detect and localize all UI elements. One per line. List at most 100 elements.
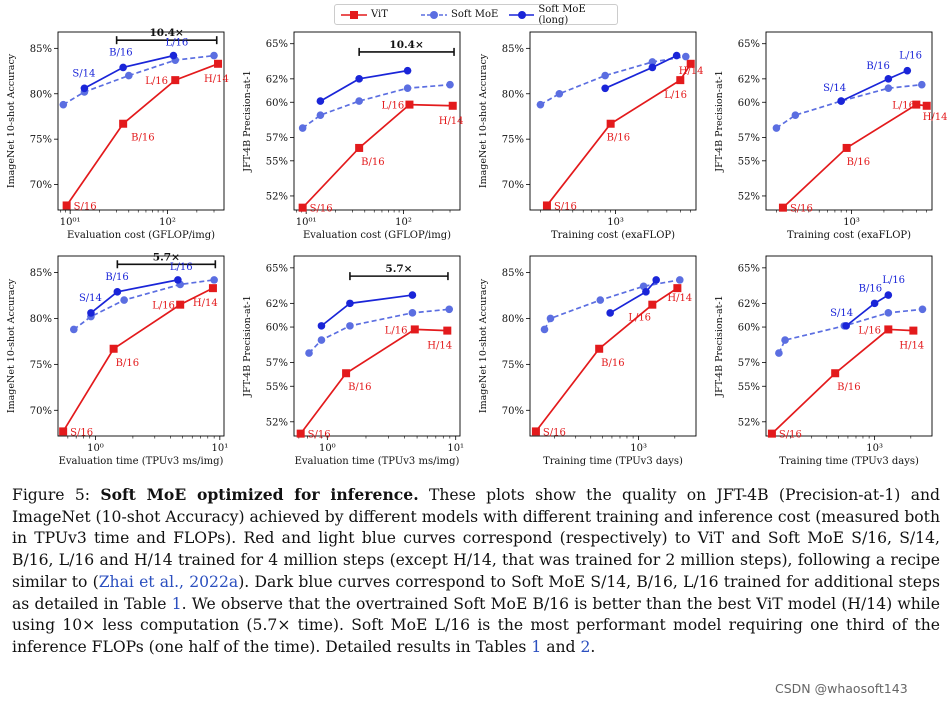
y-tick-label: 80%: [502, 89, 524, 100]
citation-link-zhai[interactable]: Zhai et al., 2022a: [98, 572, 239, 591]
series-line-vit: [65, 62, 219, 206]
point-soft-moe: [305, 349, 313, 357]
y-tick-label: 65%: [266, 263, 288, 274]
table-1-link[interactable]: 1: [171, 594, 182, 613]
data-label-vit: H/14: [193, 298, 218, 309]
bracket-label: 5.7×: [385, 263, 412, 275]
point-soft-moe: [596, 296, 605, 304]
point-soft-moe: [210, 276, 218, 284]
plot-frame: [529, 31, 697, 211]
point-soft-moe: [681, 52, 690, 61]
data-label-soft-moe-long: B/16: [866, 61, 889, 72]
data-label-vit: L/16: [858, 325, 881, 336]
chart-svg-4: 10³ 52% 55% 57% 60% 62% 65% Training cost (exaF…: [714, 31, 948, 241]
data-label-vit: B/16: [116, 358, 139, 369]
y-tick-label: 62%: [738, 74, 760, 85]
x-axis-label: Evaluation time (TPUv3 ms/img): [295, 456, 460, 467]
y-tick-label: 62%: [738, 299, 760, 310]
data-label-vit: S/16: [790, 204, 813, 215]
y-axis-label: JFT-4B Precision-at-1: [242, 295, 253, 397]
y-axis-label: JFT-4B Precision-at-1: [242, 70, 253, 172]
x-tick-label: 10⁰¹: [60, 217, 81, 228]
x-axis-label: Training cost (exaFLOP): [551, 230, 675, 241]
point-vit: [648, 300, 657, 309]
data-label-vit: H/14: [899, 341, 924, 352]
series-line-soft-moe: [543, 279, 680, 330]
series-line-vit: [771, 328, 914, 435]
plot-frame: [765, 255, 933, 437]
point-soft-moe: [555, 89, 564, 98]
plot-frame: [57, 255, 225, 437]
point-soft-moe-long: [316, 97, 325, 105]
point-vit: [767, 429, 776, 438]
x-tick-label: 10⁰: [87, 443, 104, 454]
data-label-soft-moe-long: L/16: [882, 275, 905, 286]
point-soft-moe: [675, 276, 684, 284]
figure-caption: Figure 5: Soft MoE optimized for inferen…: [12, 484, 940, 659]
y-tick-label: 65%: [738, 39, 760, 50]
data-label-vit: H/14: [923, 112, 948, 123]
point-soft-moe: [918, 305, 927, 314]
point-vit: [59, 427, 68, 436]
caption-text-3: . We observe that the overtrained Soft M…: [12, 594, 940, 656]
point-soft-moe: [210, 51, 218, 60]
point-soft-moe: [403, 84, 412, 93]
y-tick-label: 70%: [30, 406, 52, 417]
chart-panel-7: 10³ 70% 75% 80% 85% Training time (TPUv3 days…: [472, 248, 708, 467]
legend-softmoe-long-swatch: [509, 10, 535, 19]
y-tick-label: 57%: [266, 358, 288, 369]
point-soft-moe-long: [642, 288, 650, 296]
chart-panel-2: 10⁰¹ 10² 52% 55% 57% 60% 62% 65% Evaluation cost…: [236, 24, 472, 241]
point-soft-moe-long: [884, 75, 893, 83]
series-line-soft-moe-long: [319, 69, 408, 102]
point-soft-moe: [120, 296, 128, 304]
chart-panel-6: 10⁰ 10¹ 52% 55% 57% 60% 62% 65% Evaluation time …: [236, 248, 472, 467]
point-soft-moe: [317, 336, 326, 344]
y-tick-label: 75%: [502, 135, 524, 146]
data-label-vit: S/16: [70, 427, 93, 438]
y-tick-label: 55%: [738, 382, 760, 393]
point-vit: [448, 101, 457, 110]
data-label-vit: B/16: [361, 157, 384, 168]
data-label-soft-moe-long: L/16: [165, 38, 188, 49]
y-tick-label: 65%: [738, 263, 760, 274]
point-soft-moe: [781, 336, 789, 344]
point-vit: [176, 300, 185, 309]
point-vit: [171, 76, 180, 85]
point-soft-moe: [648, 58, 657, 66]
data-label-vit: L/16: [381, 101, 404, 112]
data-label-vit: B/16: [837, 382, 860, 393]
point-vit: [778, 203, 787, 212]
x-axis-label: Evaluation time (TPUv3 ms/img): [59, 456, 224, 467]
point-soft-moe: [124, 71, 133, 80]
chart-panel-8: 10³ 52% 55% 57% 60% 62% 65% Training time (TPUv…: [708, 248, 944, 467]
point-soft-moe: [408, 309, 417, 317]
point-vit: [405, 100, 414, 109]
data-label-vit: H/14: [667, 293, 692, 304]
data-label-vit: L/16: [664, 90, 687, 101]
point-soft-moe-long: [355, 75, 363, 83]
point-soft-moe-long: [903, 66, 912, 75]
series-line-soft-moe-long: [840, 69, 908, 102]
chart-svg-6: 10⁰ 10¹ 52% 55% 57% 60% 62% 65% Evaluation time …: [242, 255, 464, 467]
point-soft-moe: [546, 314, 555, 323]
point-soft-moe-long: [403, 66, 412, 75]
y-axis-label: ImageNet 10-shot Accuracy: [6, 278, 17, 413]
y-tick-label: 62%: [266, 74, 288, 85]
point-soft-moe: [355, 97, 363, 105]
table-1-link-2[interactable]: 1: [531, 637, 542, 656]
plot-frame: [529, 255, 697, 437]
point-soft-moe: [70, 325, 78, 334]
point-soft-moe: [884, 84, 893, 93]
legend-softmoe-swatch: [421, 10, 447, 19]
data-label-vit: L/16: [628, 313, 651, 324]
point-soft-moe: [346, 322, 354, 330]
data-label-vit: H/14: [439, 116, 464, 127]
table-2-link[interactable]: 2: [580, 637, 591, 656]
point-soft-moe-long: [652, 276, 660, 284]
point-soft-moe-long: [601, 84, 609, 93]
chart-panel-4: 10³ 52% 55% 57% 60% 62% 65% Training cost (exaF…: [708, 24, 948, 241]
point-vit: [676, 76, 685, 85]
caption-bold: Soft MoE optimized for inference.: [100, 485, 419, 504]
y-tick-label: 60%: [266, 323, 288, 334]
